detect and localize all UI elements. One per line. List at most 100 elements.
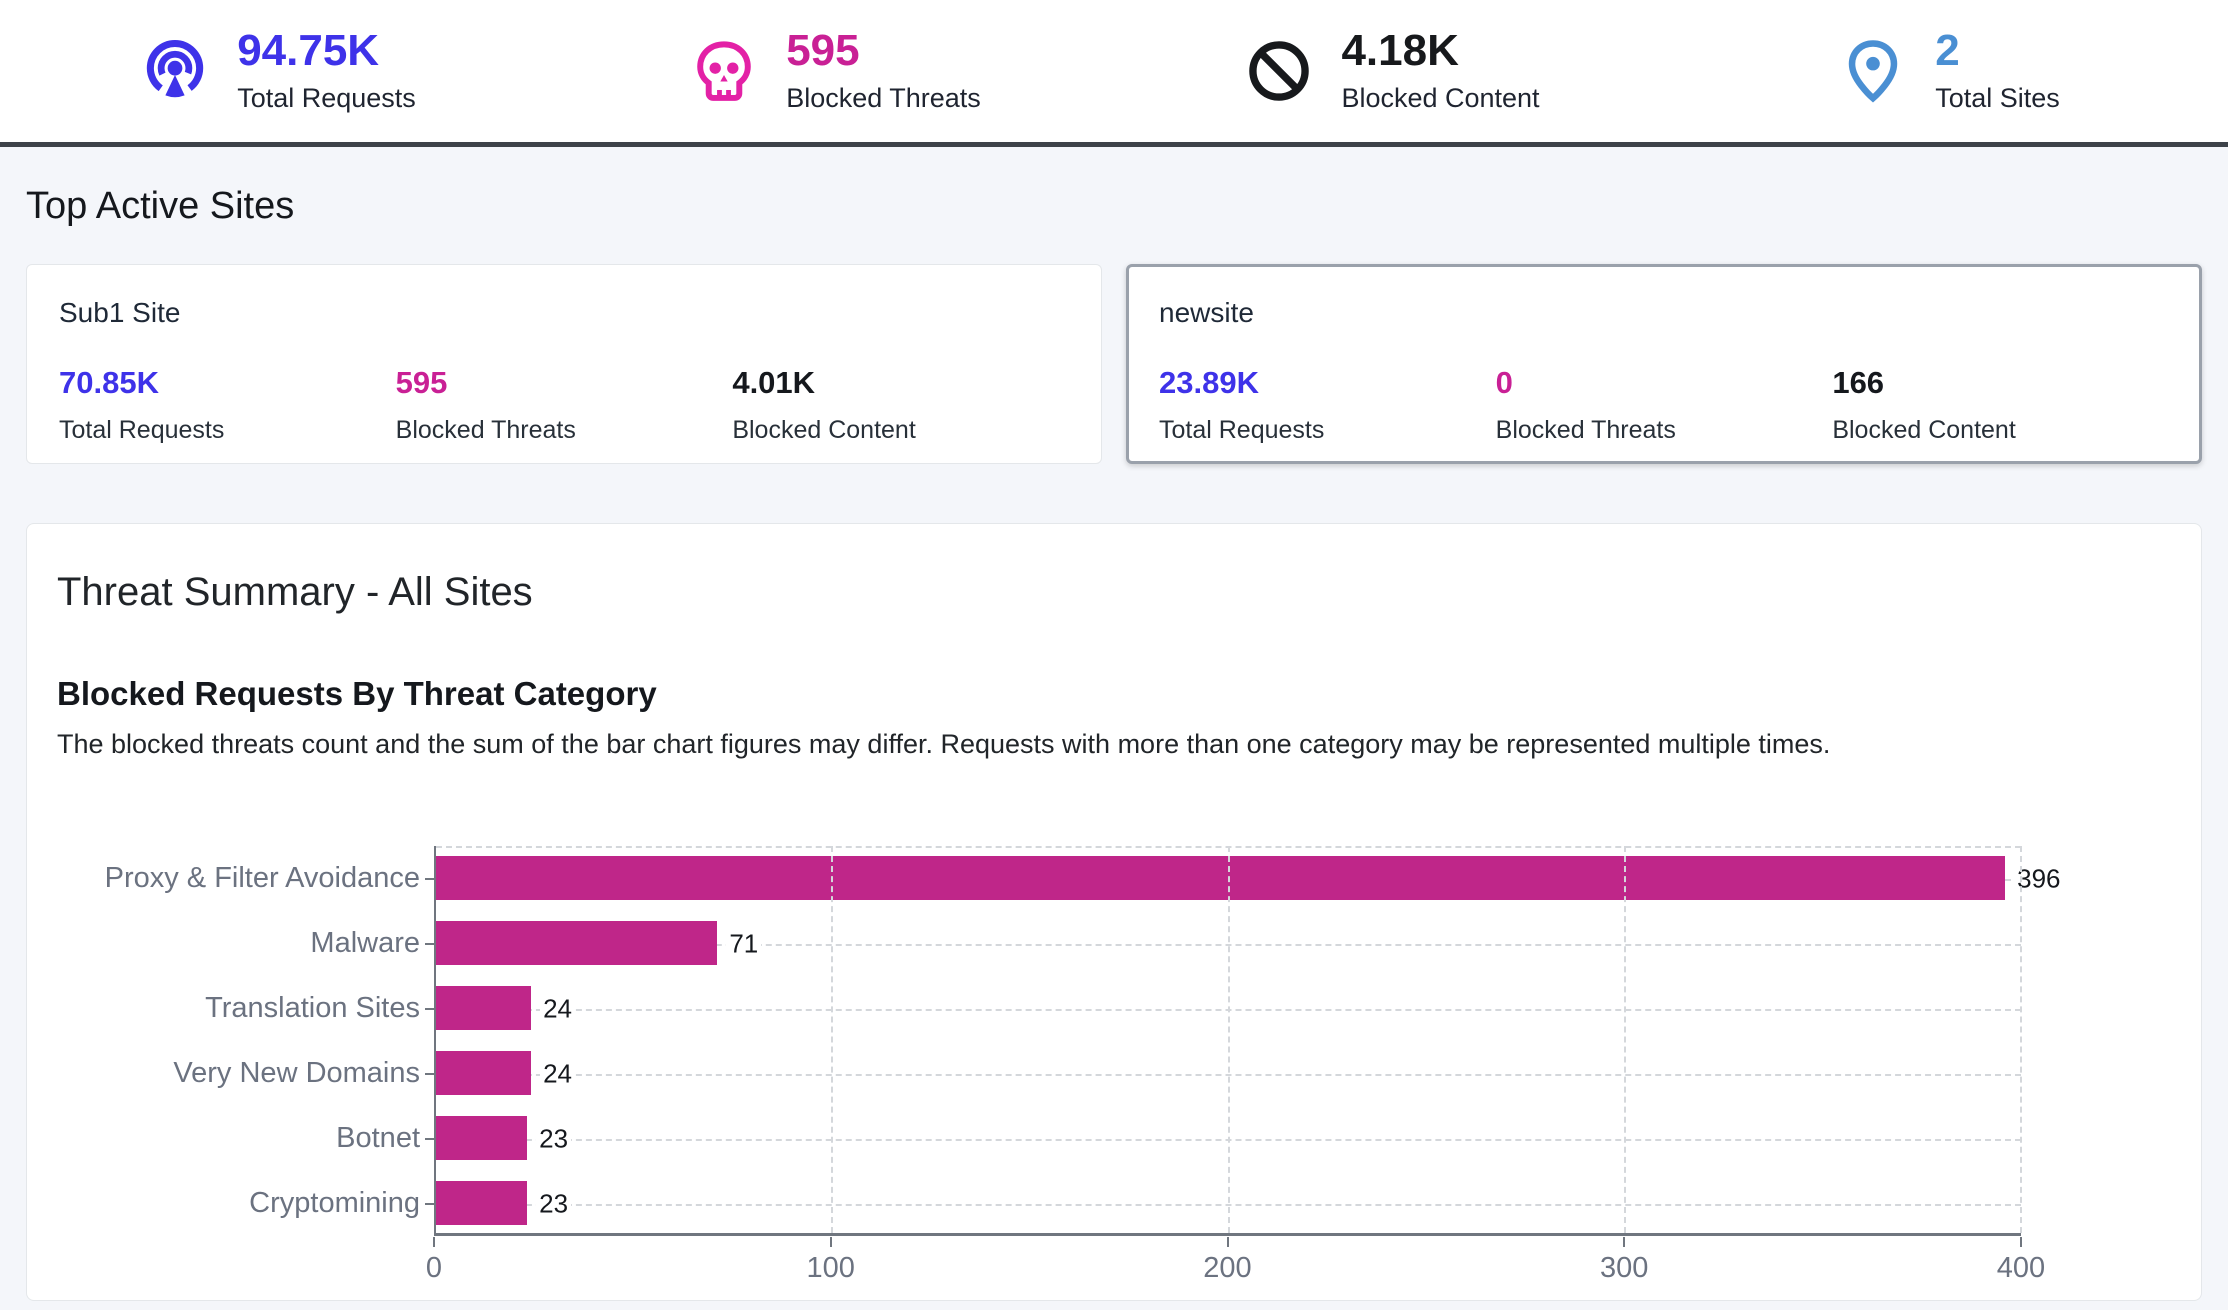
- x-axis-tick: [1623, 1237, 1626, 1247]
- bar-very-new-domains[interactable]: [436, 1051, 532, 1095]
- metric-label: Blocked Content: [732, 416, 916, 444]
- chart-category-label: Proxy & Filter Avoidance: [104, 862, 420, 894]
- chart-x-axis: 0 100 200 300 400: [426, 1236, 2045, 1296]
- stats-header: 94.75K Total Requests 595 Blocked Threat…: [0, 0, 2228, 147]
- threat-summary-card: Threat Summary - All Sites Blocked Reque…: [26, 523, 2202, 1301]
- metric-value: 23.89K: [1159, 365, 1259, 400]
- y-axis-tick: [425, 942, 434, 945]
- chart-category-label: Cryptomining: [249, 1187, 420, 1219]
- metric-value: 595: [395, 365, 448, 400]
- x-axis-tick-label: 400: [1996, 1252, 2046, 1284]
- chart-category-row: Proxy & Filter Avoidance: [57, 846, 434, 911]
- stat-text: 4.18K Blocked Content: [1341, 28, 1539, 113]
- stat-value: 94.75K: [237, 26, 380, 76]
- site-cards-row: Sub1 Site 70.85K Total Requests 595 Bloc…: [26, 264, 2202, 464]
- metric-value: 0: [1495, 365, 1513, 400]
- stat-value: 4.18K: [1341, 26, 1459, 76]
- bar-cryptomining[interactable]: [436, 1181, 528, 1225]
- stat-value: 2: [1935, 26, 1960, 76]
- bar-value-label: 23: [536, 1186, 572, 1221]
- bar-value-label: 71: [726, 926, 762, 961]
- metric-total-requests: 23.89K Total Requests: [1159, 367, 1496, 445]
- x-gridline: [1227, 846, 1230, 1233]
- metric-label: Total Requests: [59, 416, 225, 444]
- chart-category-row: Very New Domains: [57, 1041, 434, 1106]
- metric-value: 70.85K: [59, 365, 159, 400]
- ban-icon: [1245, 37, 1313, 105]
- metric-blocked-content: 4.01K Blocked Content: [732, 367, 1069, 445]
- location-pin-icon: [1839, 37, 1907, 105]
- chart-category-row: Translation Sites: [57, 976, 434, 1041]
- skull-icon: [690, 37, 758, 105]
- x-gridline: [1623, 846, 1626, 1233]
- stat-label: Total Requests: [237, 82, 416, 113]
- metric-blocked-threats: 0 Blocked Threats: [1496, 367, 1833, 445]
- y-axis-tick: [425, 877, 434, 880]
- x-axis-tick-label: 200: [1203, 1252, 1252, 1284]
- bar-malware[interactable]: [436, 921, 718, 965]
- stat-value: 595: [786, 26, 860, 76]
- bar-value-label: 24: [540, 991, 576, 1026]
- y-axis-tick: [425, 1137, 434, 1140]
- metric-label: Blocked Threats: [395, 416, 576, 444]
- stat-label: Total Sites: [1935, 82, 2060, 113]
- x-axis-tick-label: 100: [806, 1252, 855, 1284]
- bar-value-label: 24: [540, 1056, 576, 1091]
- stat-blocked-threats: 595 Blocked Threats: [557, 28, 1114, 113]
- metric-blocked-threats: 595 Blocked Threats: [396, 367, 733, 445]
- stat-blocked-content: 4.18K Blocked Content: [1114, 28, 1671, 113]
- chart-category-row: Malware: [57, 911, 434, 976]
- stat-label: Blocked Threats: [786, 82, 981, 113]
- bar-value-label: 396: [2014, 861, 2064, 896]
- chart-category-row: Cryptomining: [57, 1171, 434, 1236]
- x-axis-tick: [433, 1237, 435, 1247]
- x-axis-tick: [829, 1237, 832, 1247]
- chart-bar-row: 396: [436, 846, 2064, 911]
- site-metrics: 70.85K Total Requests 595 Blocked Threat…: [59, 367, 1069, 445]
- bar-botnet[interactable]: [436, 1116, 528, 1160]
- site-name: newsite: [1159, 297, 1254, 328]
- broadcast-icon: [141, 37, 209, 105]
- chart-category-row: Botnet: [57, 1106, 434, 1171]
- site-card-sub1[interactable]: Sub1 Site 70.85K Total Requests 595 Bloc…: [26, 264, 1102, 464]
- chart-plot-area: 396 71 24 24 23 23: [434, 846, 2064, 1236]
- bar-chart: Proxy & Filter Avoidance Malware Translati…: [57, 846, 2171, 1296]
- y-axis-tick: [425, 1202, 434, 1205]
- chart-title: Blocked Requests By Threat Category: [57, 675, 657, 712]
- site-card-newsite[interactable]: newsite 23.89K Total Requests 0 Blocked …: [1126, 264, 2202, 464]
- site-metrics: 23.89K Total Requests 0 Blocked Threats …: [1159, 367, 2169, 445]
- y-axis-tick: [425, 1007, 434, 1010]
- top-active-sites-heading: Top Active Sites: [26, 185, 295, 227]
- chart-category-label: Very New Domains: [173, 1057, 420, 1089]
- chart-note: The blocked threats count and the sum of…: [57, 729, 1831, 759]
- bar-proxy-filter-avoidance[interactable]: [436, 856, 2006, 900]
- x-axis-tick: [1226, 1237, 1229, 1247]
- metric-blocked-content: 166 Blocked Content: [1832, 367, 2169, 445]
- stat-total-sites: 2 Total Sites: [1671, 28, 2228, 113]
- bar-translation-sites[interactable]: [436, 986, 532, 1030]
- chart-category-label: Translation Sites: [205, 992, 420, 1024]
- chart-category-label: Malware: [310, 927, 420, 959]
- x-gridline: [2020, 846, 2022, 1233]
- stat-text: 595 Blocked Threats: [786, 28, 981, 113]
- metric-label: Blocked Threats: [1495, 416, 1676, 444]
- metric-total-requests: 70.85K Total Requests: [59, 367, 396, 445]
- chart-bar-row: 24: [436, 976, 2021, 1041]
- stat-label: Blocked Content: [1341, 82, 1540, 113]
- y-axis-tick: [425, 1072, 434, 1075]
- metric-value: 4.01K: [732, 365, 816, 400]
- x-axis-tick-label: 300: [1600, 1252, 1649, 1284]
- stat-total-requests: 94.75K Total Requests: [0, 28, 557, 113]
- stat-text: 2 Total Sites: [1935, 28, 2060, 113]
- chart-category-label: Botnet: [336, 1122, 420, 1154]
- stat-text: 94.75K Total Requests: [237, 28, 416, 113]
- metric-label: Total Requests: [1159, 416, 1325, 444]
- threat-summary-heading: Threat Summary - All Sites: [57, 570, 533, 614]
- x-gridline: [831, 846, 834, 1233]
- x-axis-tick-label: 0: [425, 1252, 443, 1284]
- chart-category-axis: Proxy & Filter Avoidance Malware Translati…: [57, 846, 434, 1236]
- metric-value: 166: [1832, 365, 1885, 400]
- bar-value-label: 23: [536, 1121, 572, 1156]
- site-name: Sub1 Site: [59, 297, 181, 328]
